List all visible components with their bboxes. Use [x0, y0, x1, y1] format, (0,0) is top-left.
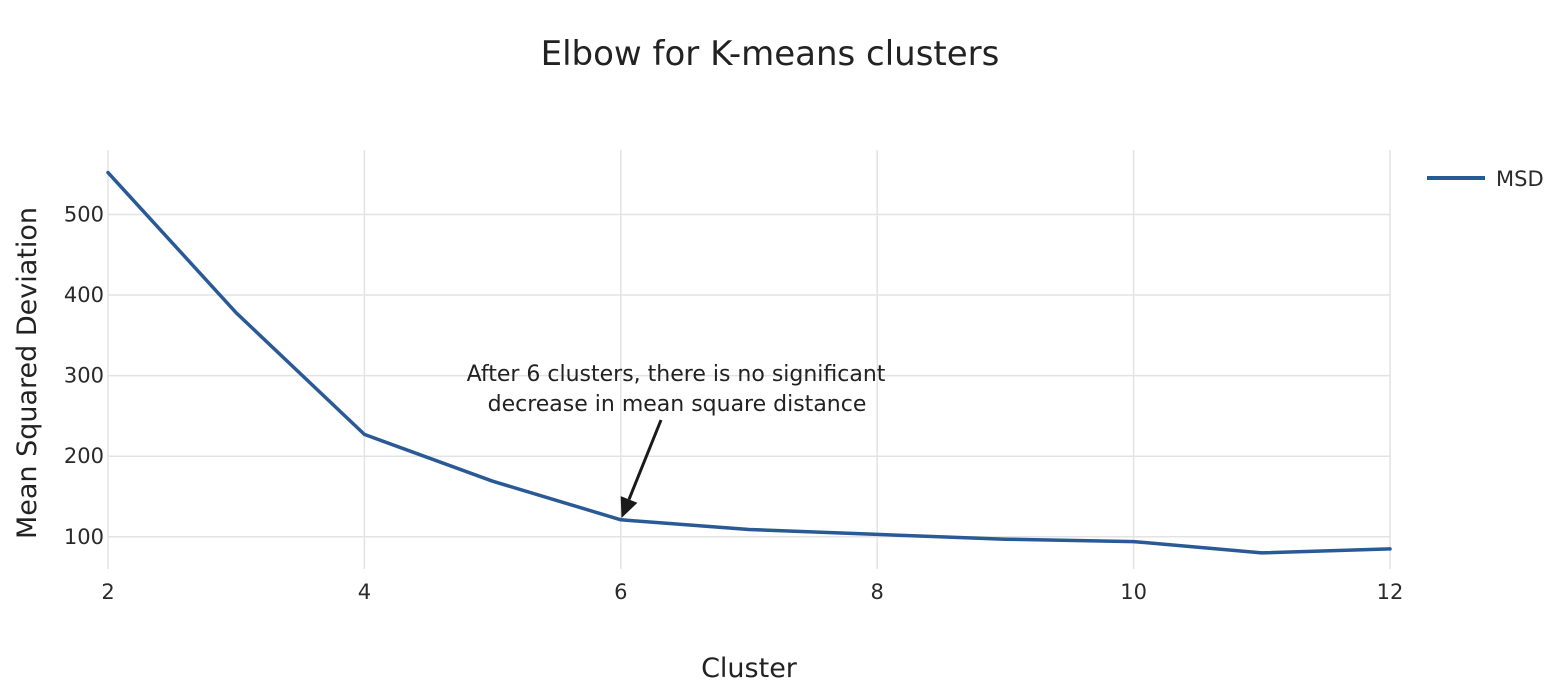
legend[interactable]: MSD [1427, 167, 1544, 191]
y-axis-title: Mean Squared Deviation [12, 207, 43, 539]
y-tick-label: 300 [64, 364, 104, 388]
annotation-arrow-line [627, 419, 663, 500]
x-tick-label: 10 [1120, 580, 1147, 604]
series-line-msd [106, 170, 1392, 555]
x-tick-label: 12 [1377, 580, 1404, 604]
x-tick-label: 6 [614, 580, 627, 604]
legend-label-msd: MSD [1496, 167, 1544, 191]
y-tick-label: 400 [64, 283, 104, 307]
annotation-line-2: decrease in mean square distance [488, 392, 867, 417]
y-tick-label: 200 [64, 444, 104, 468]
annotation: After 6 clusters, there is no significan… [467, 362, 886, 518]
y-tick-label: 100 [64, 525, 104, 549]
x-axis-title: Cluster [701, 653, 798, 684]
x-tick-label: 2 [101, 580, 114, 604]
x-tick-label: 8 [871, 580, 884, 604]
y-tick-label: 500 [64, 202, 104, 226]
annotation-line-1: After 6 clusters, there is no significan… [467, 362, 886, 387]
chart-title: Elbow for K-means clusters [541, 34, 1000, 74]
x-tick-label: 4 [358, 580, 371, 604]
annotation-arrow-head [620, 496, 638, 518]
grid-layer [107, 150, 1391, 569]
tick-layer: 2 4 6 8 10 12 100 200 300 400 500 [64, 202, 1403, 604]
series-layer [106, 170, 1392, 555]
